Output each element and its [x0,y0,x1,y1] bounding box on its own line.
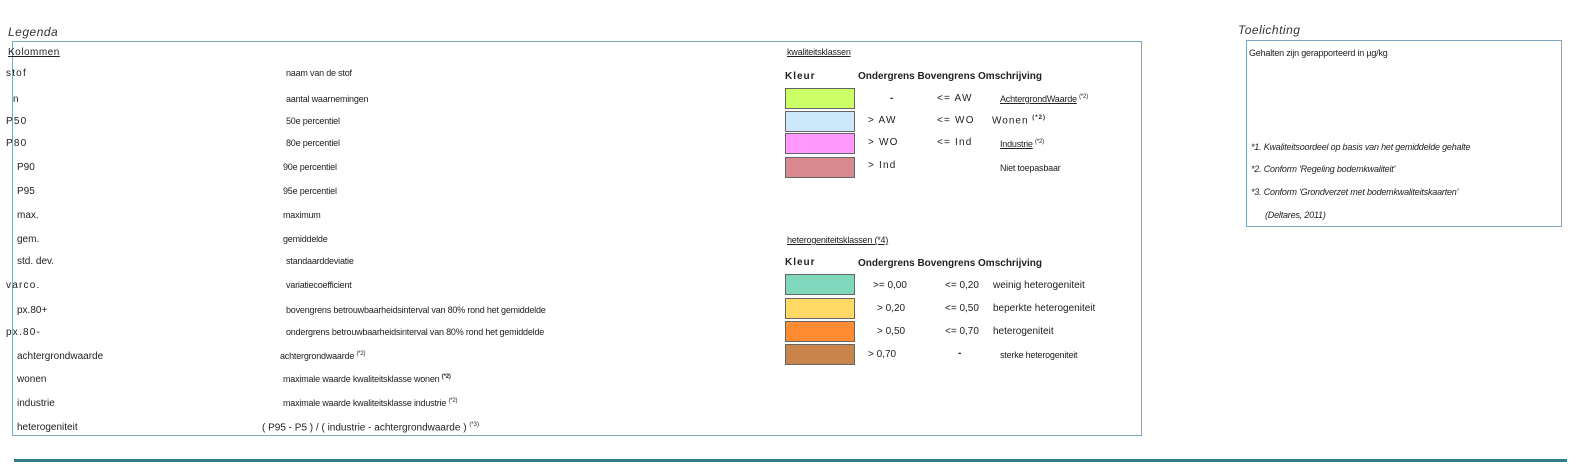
heterogeneity-swatch-sterk [785,344,855,365]
heterogeneity-upper: <= 0,20 [945,280,979,291]
quality-lower: - [890,93,894,104]
heterogeneity-desc: heterogeniteit [993,326,1054,337]
row-desc: gemiddelde [283,234,328,244]
quality-lower: > AW [868,115,897,126]
heterogeneity-columns-header: Ondergrens Bovengrens Omschrijving [858,258,1042,269]
heterogeneity-desc: sterke heterogeniteit [1000,350,1078,360]
quality-desc: Niet toepasbaar [1000,163,1061,173]
quality-desc: Industrie (*2) [1000,139,1044,149]
row-key: heterogeniteit [17,422,78,433]
explanation-box [1246,40,1562,227]
heterogeneity-lower: > 0,50 [877,326,906,337]
row-desc: 50e percentiel [286,116,340,126]
quality-swatch-wo [785,111,855,132]
row-key: px.80- [6,327,41,338]
row-key: P90 [17,162,35,173]
quality-upper: <= AW [937,93,973,104]
explanation-note-4: (Deltares, 2011) [1265,210,1326,220]
quality-upper: <= WO [937,115,975,126]
row-desc: variatiecoefficient [286,280,352,290]
row-key: stof [6,68,27,79]
row-key: px.80+ [17,305,48,316]
bottom-divider [14,459,1567,462]
heterogeneity-upper: <= 0,70 [945,326,979,337]
row-desc: maximale waarde kwaliteitsklasse industr… [283,398,458,408]
row-key: P80 [6,138,28,149]
explanation-intro: Gehalten zijn gerapporteerd in µg/kg [1249,48,1388,58]
columns-header: Kolommen [8,47,60,58]
heterogeneity-swatch-weinig [785,274,855,295]
quality-lower: > WO [868,137,899,148]
quality-desc: AchtergrondWaarde (*2) [1000,94,1088,104]
quality-desc: Wonen (*2) [992,115,1046,127]
heterogeneity-lower: > 0,20 [877,303,906,314]
row-key: std. dev. [17,256,55,267]
row-desc: 90e percentiel [283,162,337,172]
row-desc: naam van de stof [286,68,352,78]
row-key: n [13,94,19,105]
row-key: P50 [6,116,28,127]
row-desc: maximale waarde kwaliteitsklasse wonen (… [283,374,451,384]
explanation-note-2: *2. Conform 'Regeling bodemkwaliteit' [1251,164,1396,174]
legend-box [12,41,1142,436]
row-key: industrie [17,398,55,409]
row-key: max. [17,210,39,221]
heterogeneity-desc: beperkte heterogeniteit [993,303,1096,314]
explanation-note-3: *3. Conform 'Grondverzet met bodemkwalit… [1251,187,1459,197]
heterogeneity-swatch-heterogeniteit [785,321,855,342]
heterogeneity-kleur-header: Kleur [785,257,816,268]
row-desc: aantal waarnemingen [286,94,369,104]
explanation-title: Toelichting [1238,23,1301,37]
row-desc: standaarddeviatie [286,256,354,266]
heterogeneity-swatch-beperkt [785,298,855,319]
row-desc: ( P95 - P5 ) / ( industrie - achtergrond… [262,422,479,434]
row-key: gem. [17,234,40,245]
row-key: wonen [17,374,47,385]
quality-swatch-aw [785,88,855,109]
heterogeneity-upper: <= 0,50 [945,303,979,314]
quality-upper: <= Ind [937,137,973,148]
legend-title: Legenda [8,25,59,39]
row-key: varco. [6,280,41,291]
quality-swatch-niet [785,157,855,178]
quality-lower: > Ind [868,160,897,171]
row-key: achtergrondwaarde [17,351,104,362]
row-desc: bovengrens betrouwbaarheidsinterval van … [286,305,546,315]
heterogeneity-lower: > 0,70 [868,349,897,360]
row-desc: maximum [283,210,321,220]
row-desc: achtergrondwaarde (*2) [280,351,366,361]
row-desc: ondergrens betrouwbaarheidsinterval van … [286,327,545,337]
row-desc: 95e percentiel [283,186,337,196]
quality-swatch-ind [785,133,855,154]
explanation-note-1: *1. Kwaliteitsoordeel op basis van het g… [1251,142,1471,152]
row-key: P95 [17,186,35,197]
heterogeneity-lower: >= 0,00 [873,280,907,291]
quality-title: kwaliteitsklassen [787,47,851,57]
heterogeneity-title: heterogeniteitsklassen (*4) [787,235,889,245]
heterogeneity-upper: - [958,348,962,359]
heterogeneity-desc: weinig heterogeniteit [993,280,1085,291]
row-desc: 80e percentiel [286,138,340,148]
quality-columns-header: Ondergrens Bovengrens Omschrijving [858,71,1042,82]
quality-kleur-header: Kleur [785,71,816,82]
